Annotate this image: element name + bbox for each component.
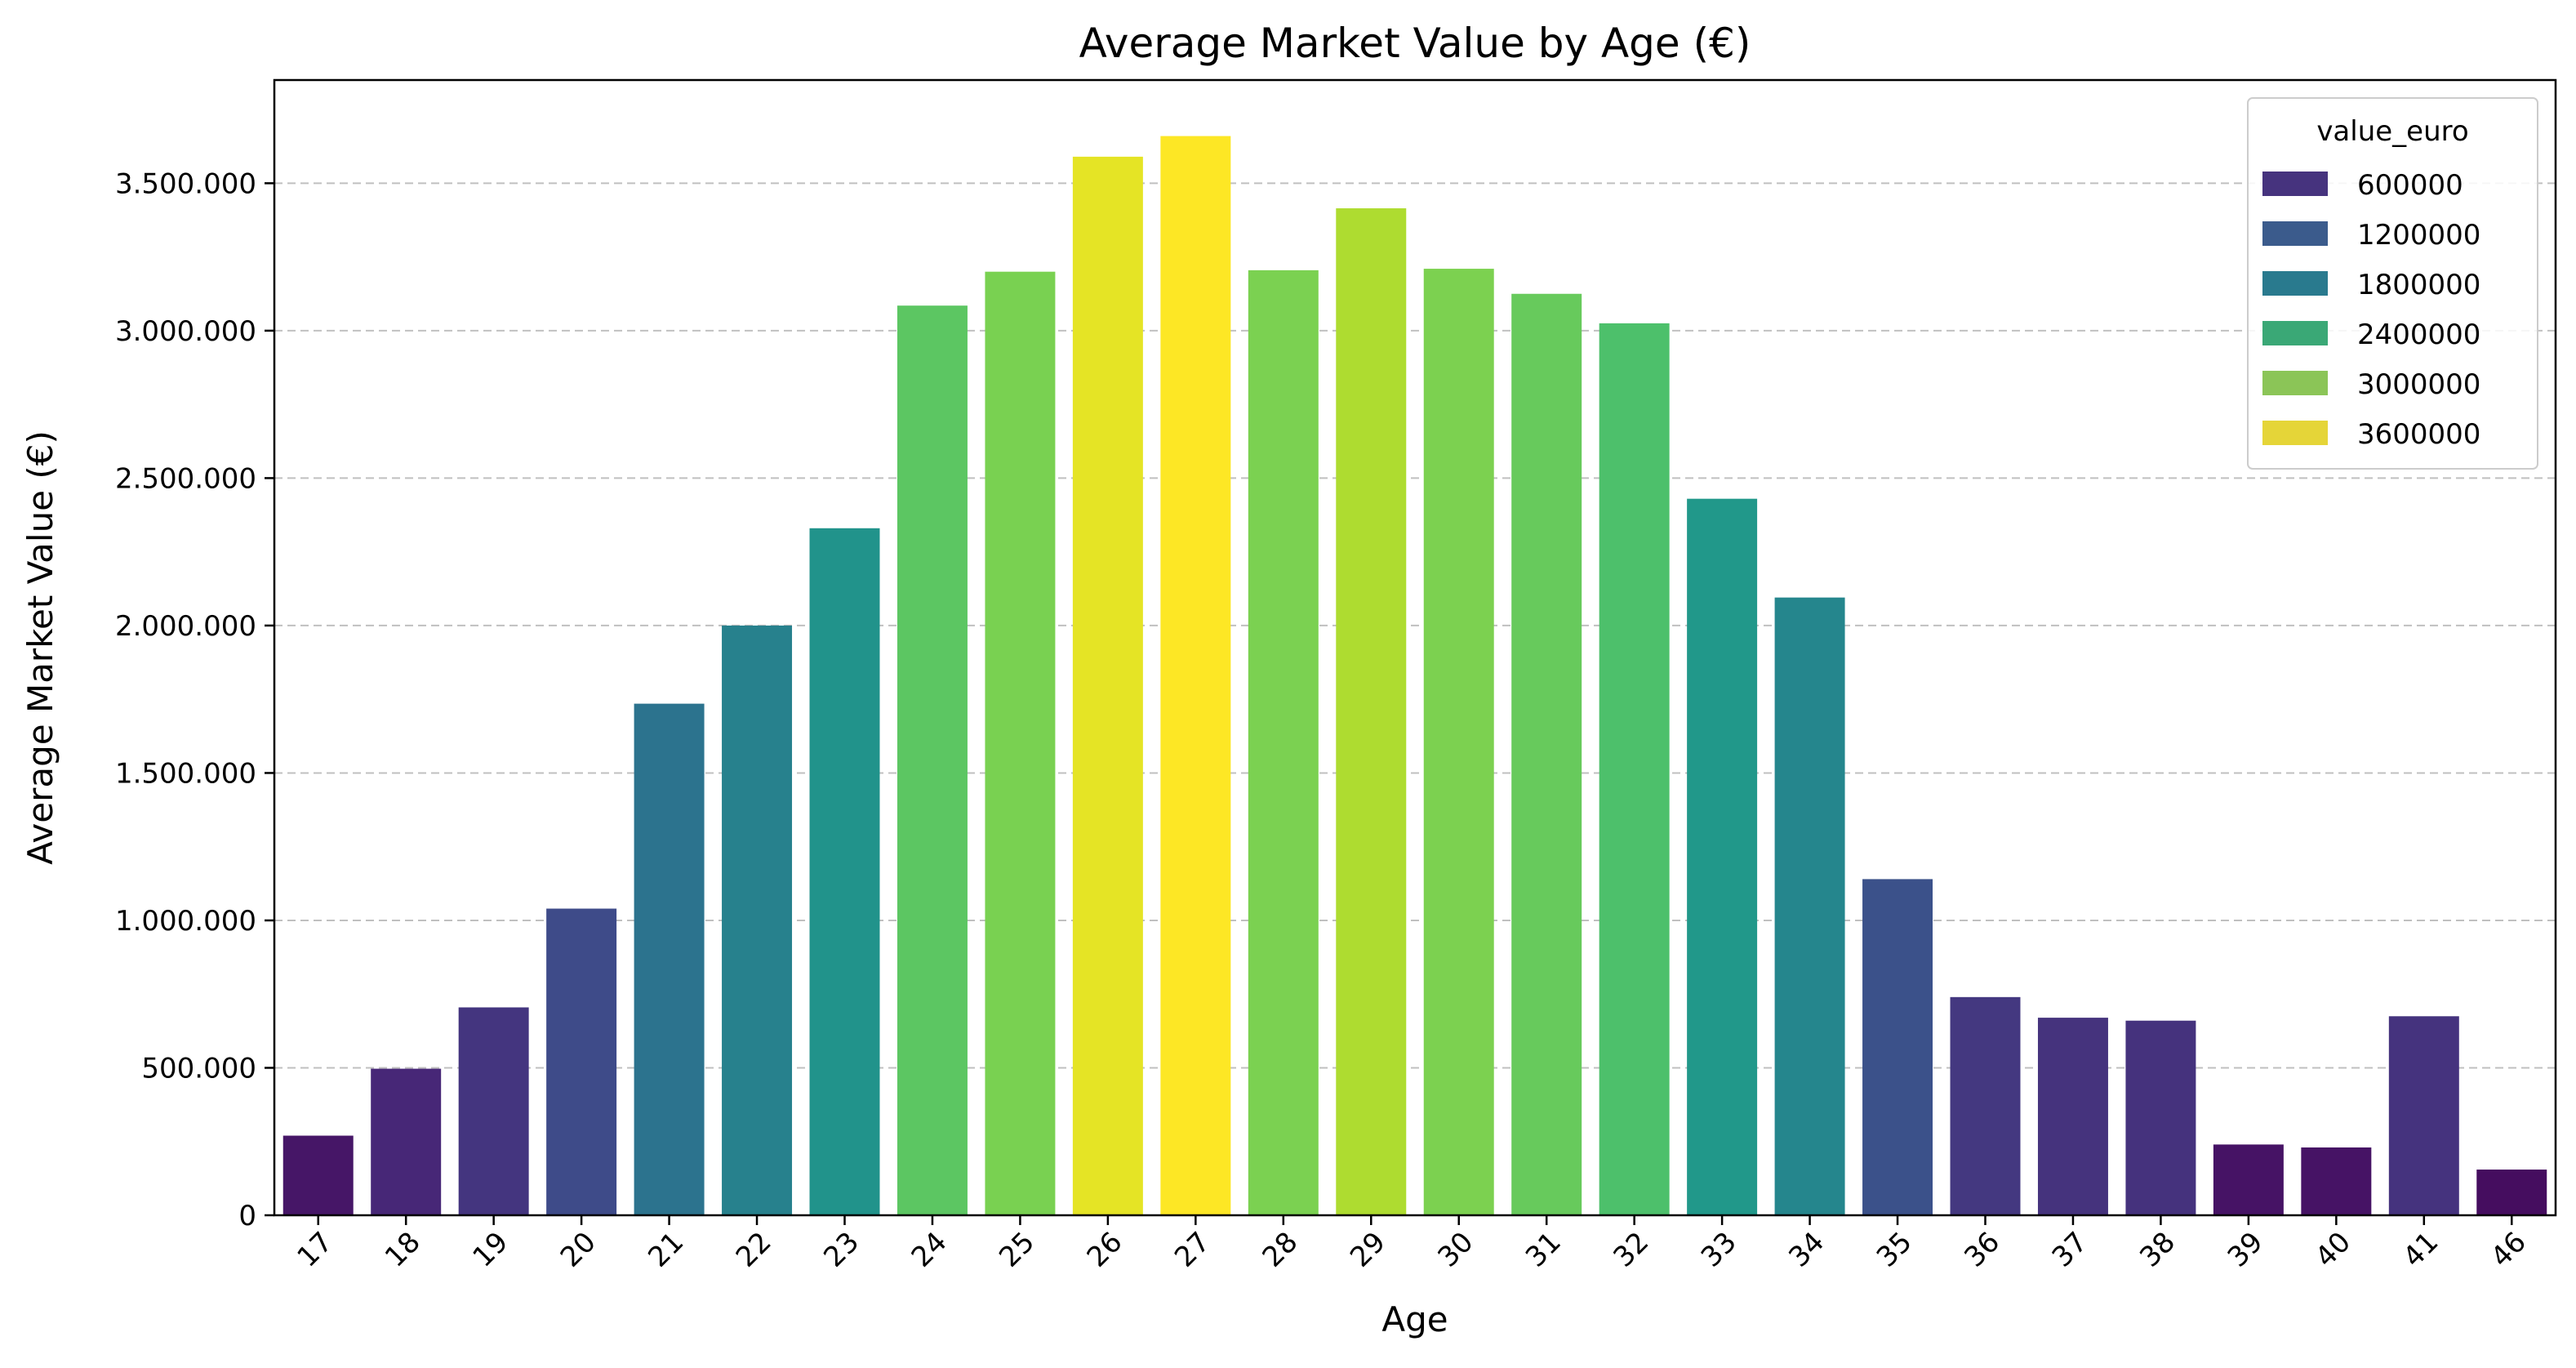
x-tick-label: 25	[993, 1226, 1041, 1274]
bar-age-31	[1511, 293, 1582, 1216]
bar-age-41	[2388, 1016, 2459, 1215]
legend-title: value_euro	[2316, 115, 2468, 148]
bar-age-29	[1336, 208, 1407, 1215]
legend-label: 1800000	[2357, 269, 2480, 301]
x-tick-label: 23	[817, 1226, 865, 1274]
x-tick-label: 37	[2046, 1226, 2094, 1274]
y-tick-label: 0	[238, 1200, 256, 1232]
bar-age-34	[1774, 597, 1845, 1215]
bar-age-39	[2213, 1144, 2284, 1215]
x-axis-ticks: 17 18 19 20 21 22 23 24 25 26 27 28 29 30 31 32 33 34 35 36…	[291, 1215, 2533, 1274]
x-tick-label: 39	[2222, 1226, 2270, 1274]
bar-age-36	[1950, 996, 2021, 1215]
y-tick-label: 3.500.000	[115, 167, 256, 200]
bar-age-22	[722, 625, 793, 1215]
y-axis-label: Average Market Value (€)	[20, 430, 60, 865]
x-tick-label: 30	[1432, 1226, 1480, 1274]
x-tick-label: 27	[1168, 1226, 1217, 1274]
bar-age-46	[2476, 1170, 2547, 1215]
x-tick-label: 33	[1695, 1226, 1743, 1274]
x-tick-label: 21	[642, 1226, 690, 1274]
bar-age-17	[283, 1135, 354, 1215]
x-tick-label: 41	[2397, 1226, 2445, 1274]
legend-label: 2400000	[2357, 319, 2480, 351]
bar-age-25	[985, 271, 1056, 1216]
bar-age-24	[896, 305, 968, 1215]
x-tick-label: 32	[1607, 1226, 1655, 1274]
y-tick-label: 3.000.000	[115, 315, 256, 348]
bar-age-40	[2301, 1147, 2372, 1215]
x-tick-label: 46	[2485, 1226, 2533, 1274]
y-tick-label: 1.500.000	[115, 757, 256, 790]
x-tick-label: 35	[1871, 1226, 1919, 1274]
x-tick-label: 34	[1782, 1226, 1831, 1274]
x-tick-label: 38	[2133, 1226, 2182, 1274]
legend-label: 3000000	[2357, 368, 2480, 401]
x-tick-label: 31	[1519, 1226, 1568, 1274]
legend-swatch	[2262, 421, 2328, 445]
bar-age-38	[2125, 1020, 2196, 1215]
legend-label: 1200000	[2357, 219, 2480, 252]
legend-swatch	[2262, 321, 2328, 345]
bar-age-18	[371, 1068, 442, 1215]
bar-age-23	[809, 528, 880, 1215]
y-axis-ticks: 0 500.000 1.000.000 1.500.000 2.000.000 2.500…	[115, 167, 274, 1232]
x-tick-label: 17	[291, 1226, 340, 1274]
legend-entries: 600000 1200000 1800000 2400000 3000000 360000…	[2262, 169, 2480, 451]
bar-age-20	[546, 908, 617, 1215]
bar-age-37	[2037, 1018, 2108, 1215]
legend: value_euro 600000 1200000 1800000 2400000 30…	[2247, 97, 2538, 470]
x-tick-label: 19	[466, 1226, 514, 1274]
bar-age-28	[1248, 270, 1319, 1215]
y-tick-label: 2.000.000	[115, 610, 256, 643]
x-tick-label: 28	[1257, 1226, 1305, 1274]
bar-age-19	[458, 1007, 529, 1215]
x-tick-label: 18	[379, 1226, 427, 1274]
legend-swatch	[2262, 371, 2328, 395]
bar-age-30	[1423, 269, 1494, 1215]
legend-label: 3600000	[2357, 418, 2480, 451]
x-tick-label: 24	[905, 1226, 954, 1274]
x-tick-label: 22	[730, 1226, 778, 1274]
bar-age-26	[1072, 156, 1143, 1216]
bar-age-32	[1599, 323, 1670, 1215]
x-tick-label: 20	[554, 1226, 603, 1274]
plot-frame	[273, 78, 2557, 1217]
bar-age-21	[634, 703, 705, 1215]
x-tick-label: 40	[2309, 1226, 2357, 1274]
bars	[283, 136, 2547, 1216]
legend-label: 600000	[2357, 169, 2463, 202]
x-tick-label: 36	[1958, 1226, 2006, 1274]
bar-age-35	[1862, 879, 1933, 1215]
bar-age-27	[1160, 136, 1231, 1215]
bar-age-33	[1687, 498, 1758, 1215]
legend-swatch	[2262, 172, 2328, 196]
chart-title: Average Market Value by Age (€)	[1079, 20, 1751, 67]
x-tick-label: 26	[1081, 1226, 1129, 1274]
y-tick-label: 500.000	[141, 1052, 256, 1085]
legend-swatch	[2262, 271, 2328, 296]
x-axis-label: Age	[1381, 1299, 1448, 1339]
y-tick-label: 1.000.000	[115, 905, 256, 938]
legend-swatch	[2262, 221, 2328, 246]
x-tick-label: 29	[1344, 1226, 1392, 1274]
y-tick-label: 2.500.000	[115, 462, 256, 495]
